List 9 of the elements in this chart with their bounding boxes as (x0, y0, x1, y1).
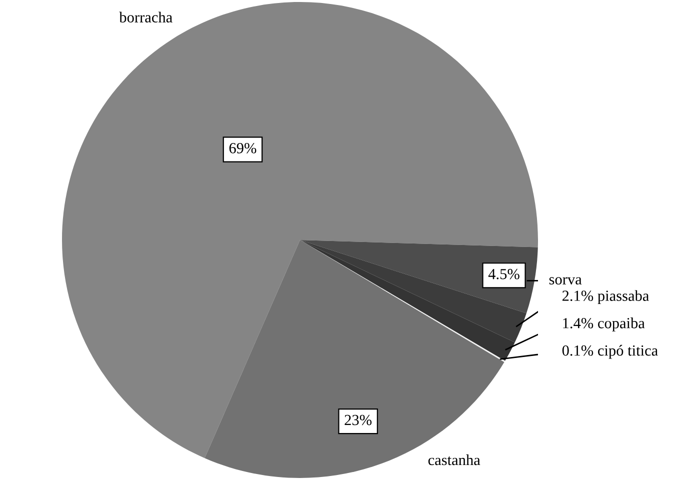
data-label: 23% (344, 414, 372, 426)
data-label: 69% (229, 143, 256, 154)
slice-label: castanha (428, 454, 480, 466)
slice-label: 1.4% copaiba (563, 318, 645, 332)
slice-label: 0.1% cipó titica (562, 344, 658, 359)
slice-label: borracha (119, 12, 172, 22)
slice-label: 2.1% piassaba (562, 290, 649, 304)
slice-label: sorva (549, 277, 582, 285)
data-label: 4.5% (488, 268, 520, 280)
